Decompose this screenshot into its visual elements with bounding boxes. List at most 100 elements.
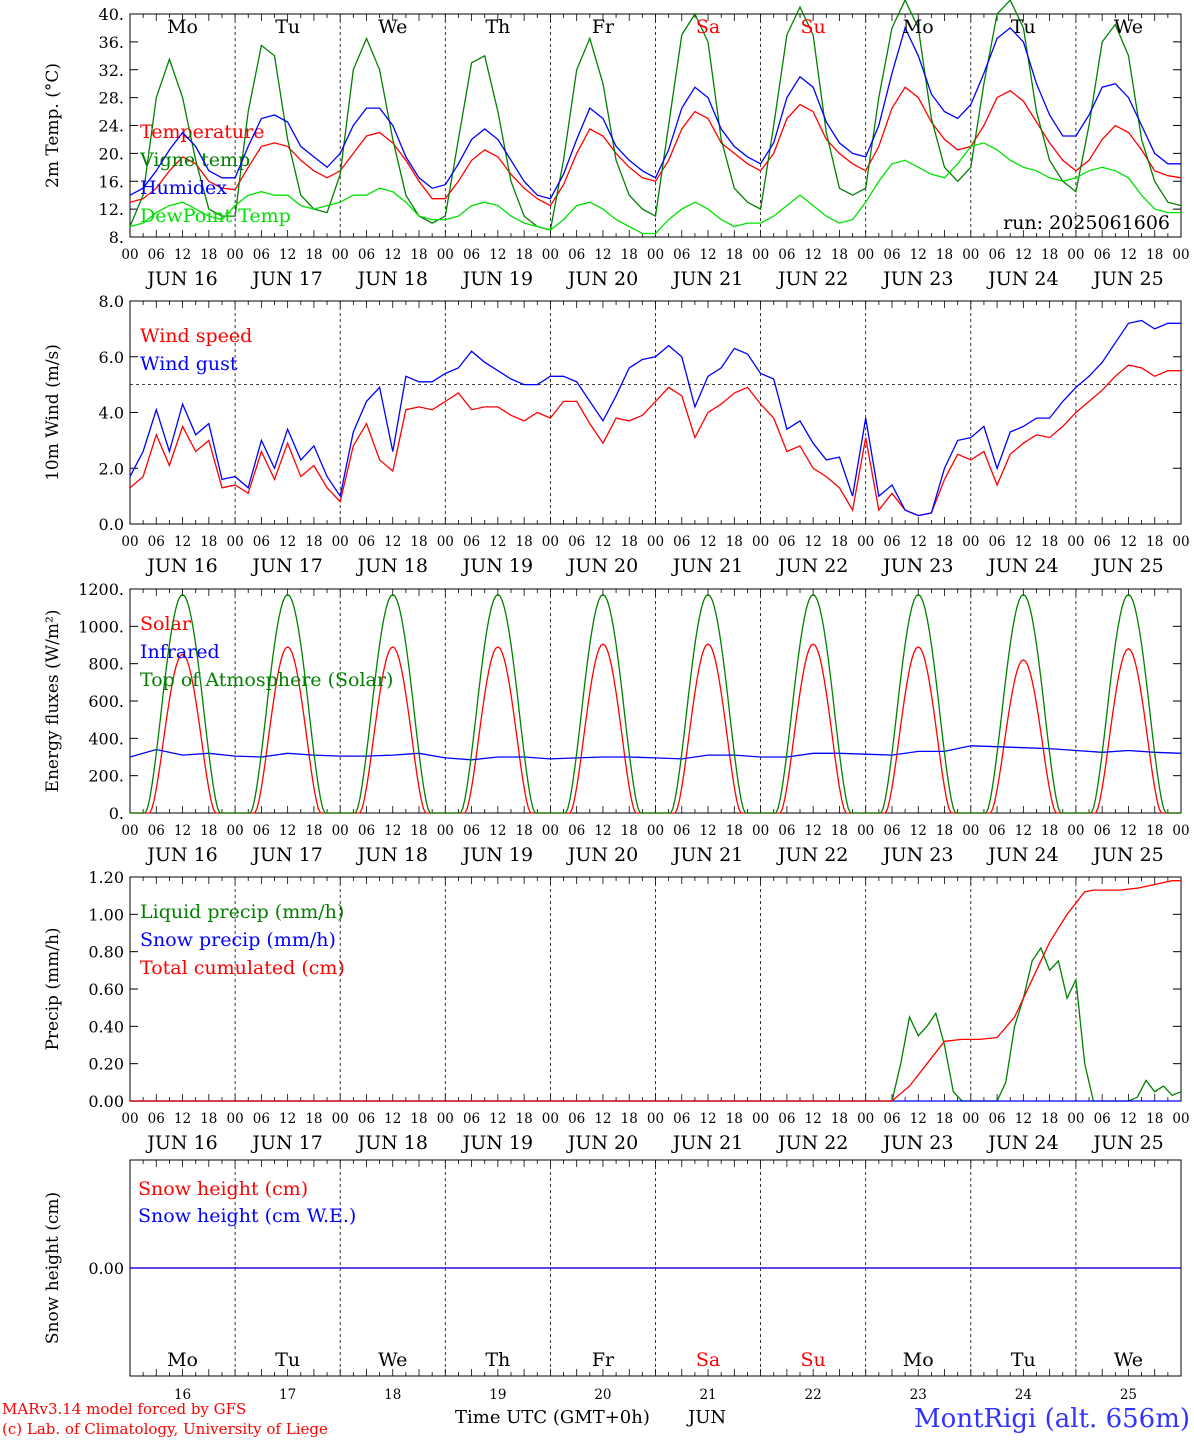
- hour-label: 06: [1094, 247, 1111, 263]
- hour-label: 06: [988, 534, 1005, 550]
- hour-label: 12: [805, 247, 822, 263]
- y-axis-label: Snow height (cm): [43, 1192, 63, 1344]
- hour-label: 18: [1041, 534, 1058, 550]
- hour-label: 00: [121, 534, 138, 550]
- hour-label: 12: [279, 823, 296, 839]
- legend-entry: Liquid precip (mm/h): [140, 901, 344, 923]
- hour-label: 06: [673, 1111, 690, 1127]
- hour-label: 18: [200, 823, 217, 839]
- date-label: JUN 17: [250, 555, 322, 577]
- run-label: run: 2025061606: [1003, 212, 1170, 234]
- hour-label: 12: [594, 1111, 611, 1127]
- hour-label: 06: [148, 1111, 165, 1127]
- day-number-label: 19: [489, 1387, 506, 1403]
- hour-label: 18: [621, 247, 638, 263]
- day-of-week-label: Tu: [1011, 16, 1036, 38]
- hour-label: 06: [358, 534, 375, 550]
- date-label: JUN 17: [250, 1132, 322, 1154]
- hour-label: 18: [305, 534, 322, 550]
- series-line-wind-gust: [129, 319, 1181, 517]
- day-number-label: 23: [910, 1387, 927, 1403]
- panels: 8. 12. 16. 20. 24. 28. 32. 36. 40. 2m Temp. (°C) T…: [43, 0, 1190, 1403]
- series-line-vigne-temp: [129, 0, 1182, 231]
- hour-label: 00: [962, 247, 979, 263]
- date-label: JUN 16: [145, 844, 217, 866]
- date-label: JUN 18: [356, 844, 428, 866]
- hour-label: 00: [647, 247, 664, 263]
- hour-label: 00: [121, 823, 138, 839]
- hour-label: 00: [962, 534, 979, 550]
- panel-frame: [129, 588, 1182, 814]
- hour-label: 18: [516, 534, 533, 550]
- day-number-label: 16: [174, 1387, 191, 1403]
- date-label: JUN 25: [1091, 844, 1163, 866]
- hour-label: 06: [778, 823, 795, 839]
- hour-label: 18: [936, 1111, 953, 1127]
- day-number-label: 21: [699, 1387, 716, 1403]
- hour-label: 18: [516, 823, 533, 839]
- hour-label: 12: [910, 1111, 927, 1127]
- hour-label: 00: [437, 534, 454, 550]
- legend-entry: Snow precip (mm/h): [140, 929, 336, 951]
- hour-label: 18: [936, 823, 953, 839]
- date-label: JUN 20: [566, 268, 638, 290]
- date-label: JUN 20: [566, 1132, 638, 1154]
- hour-label: 12: [174, 247, 191, 263]
- hour-label: 12: [805, 823, 822, 839]
- date-label: JUN 24: [986, 844, 1058, 866]
- hour-label: 12: [384, 534, 401, 550]
- y-tick-label: 0.80: [88, 943, 124, 962]
- day-of-week-label: Th: [485, 16, 510, 38]
- hour-label: 12: [594, 823, 611, 839]
- hour-label: 06: [778, 247, 795, 263]
- hour-label: 12: [699, 823, 716, 839]
- hour-label: 00: [227, 823, 244, 839]
- hour-label: 00: [542, 1111, 559, 1127]
- hour-label: 12: [805, 1111, 822, 1127]
- hour-label: 00: [227, 534, 244, 550]
- date-label: JUN 22: [776, 555, 848, 577]
- hour-label: 06: [883, 247, 900, 263]
- station-label: MontRigi (alt. 656m): [914, 1404, 1190, 1434]
- y-axis-label: 2m Temp. (°C): [43, 63, 63, 188]
- hour-label: 18: [1041, 1111, 1058, 1127]
- y-tick-label: 600.: [88, 692, 124, 711]
- hour-label: 06: [778, 534, 795, 550]
- hour-label: 18: [936, 534, 953, 550]
- date-label: JUN 21: [671, 268, 743, 290]
- legend-entry: Humidex: [140, 177, 227, 199]
- hour-label: 06: [463, 247, 480, 263]
- hour-label: 00: [857, 247, 874, 263]
- hour-label: 12: [805, 534, 822, 550]
- y-tick-label: 28.: [99, 89, 124, 108]
- hour-label: 06: [1094, 823, 1111, 839]
- y-axis-label: Energy fluxes (W/m²): [43, 610, 63, 793]
- hour-label: 06: [568, 1111, 585, 1127]
- day-number-label: 18: [384, 1387, 401, 1403]
- hour-label: 18: [200, 247, 217, 263]
- panel-energy: 0. 200. 400. 600. 800. 1000. 1200. Energy fluxe…: [43, 580, 1190, 866]
- y-tick-label: 0.0: [99, 515, 124, 534]
- hour-label: 12: [489, 823, 506, 839]
- date-label: JUN 23: [881, 555, 953, 577]
- hour-label: 00: [227, 1111, 244, 1127]
- hour-label: 18: [621, 1111, 638, 1127]
- model-credit: MARv3.14 model forced by GFS: [2, 1400, 246, 1418]
- hour-label: 18: [516, 1111, 533, 1127]
- hour-label: 12: [910, 534, 927, 550]
- y-tick-label: 800.: [88, 655, 124, 674]
- time-axis-label: Time UTC (GMT+0h): [455, 1407, 650, 1428]
- y-tick-label: 0.: [109, 804, 124, 823]
- hour-label: 00: [332, 1111, 349, 1127]
- hour-label: 00: [1172, 534, 1189, 550]
- legend-entry: Total cumulated (cm): [140, 957, 345, 979]
- date-label: JUN 21: [671, 1132, 743, 1154]
- hour-label: 18: [726, 247, 743, 263]
- hour-label: 06: [568, 247, 585, 263]
- day-of-week-label: Th: [485, 1349, 510, 1371]
- date-label: JUN 19: [461, 844, 533, 866]
- panel-temp: 8. 12. 16. 20. 24. 28. 32. 36. 40. 2m Temp. (°C) T…: [43, 0, 1190, 290]
- hour-label: 12: [1120, 534, 1137, 550]
- date-label: JUN 24: [986, 555, 1058, 577]
- hour-label: 18: [305, 247, 322, 263]
